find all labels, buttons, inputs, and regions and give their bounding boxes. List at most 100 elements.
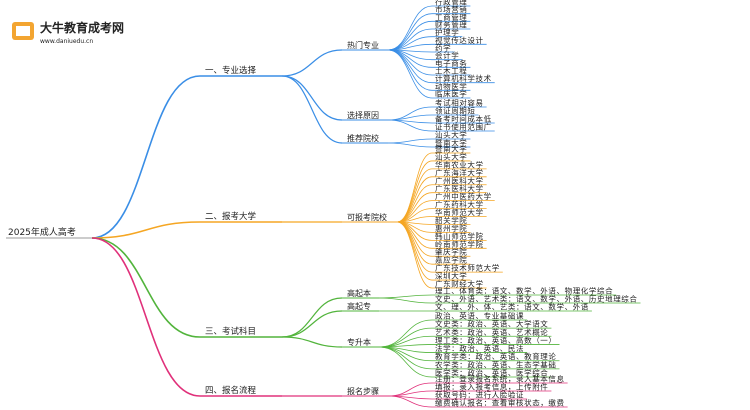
item-label: 韶关学院: [435, 215, 467, 225]
group-label: 专升本: [347, 337, 371, 347]
item-label: 证书使用范围广: [435, 122, 492, 132]
branch-label: 三、考试科目: [205, 326, 256, 337]
item-label: 临床医学: [435, 89, 467, 99]
item-label: 汕头大学: [435, 130, 467, 140]
item-connector: [396, 160, 433, 223]
item-label: 财务管理: [435, 20, 467, 30]
item-label: 肇庆学院: [435, 247, 467, 257]
item-label: 计算机科学技术: [435, 73, 492, 83]
item-connector: [378, 294, 433, 299]
item-label: 广东财经大学: [435, 279, 484, 289]
item-connector: [387, 49, 433, 68]
item-connector: [387, 138, 433, 144]
item-label: 领证周期短: [435, 106, 476, 116]
item-label: 华南师范大学: [435, 207, 484, 217]
item-label: 会计学: [435, 50, 459, 60]
branch-connector: [91, 75, 201, 239]
item-label: 工商管理: [435, 12, 467, 22]
item-connector: [387, 119, 433, 132]
item-connector: [396, 221, 433, 265]
group-label: 报名步骤: [347, 386, 379, 396]
item-label: 广东海洋大学: [435, 167, 484, 177]
item-label: 视觉传达设计: [435, 35, 484, 45]
item-label: 考试相对容易: [435, 98, 484, 108]
item-label: 药学: [435, 43, 451, 53]
group-connector: [281, 297, 343, 338]
group-connector: [281, 310, 343, 338]
group-connector: [281, 49, 343, 77]
item-label: 动物医学: [435, 81, 467, 91]
item-label: 填报：录入报考信息，上传附件: [435, 382, 548, 392]
item-label: 护理学: [435, 27, 459, 37]
branch-connector: [91, 221, 201, 239]
group-label: 热门专业: [347, 40, 379, 50]
item-label: 岭南师范学院: [435, 239, 484, 249]
item-label: 备考时间成本低: [435, 114, 492, 124]
group-connector: [281, 75, 343, 121]
item-label: 市场营销: [435, 4, 467, 14]
item-connector: [396, 221, 433, 289]
logo-url: www.daniuedu.cn: [40, 38, 93, 45]
item-label: 文、理、外、体、艺类：语文、数学、外语: [435, 302, 589, 312]
logo: 大牛教育成考网 www.daniuedu.cn: [12, 20, 124, 45]
item-label: 医学类：政治、英语、医学综合: [435, 368, 548, 378]
item-label: 政治、英语、专业基础课: [435, 311, 524, 321]
item-label: 汕头大学: [435, 151, 467, 161]
item-label: 惠州学院: [435, 223, 467, 233]
item-label: 广州医科大学: [435, 175, 484, 185]
item-connector: [387, 49, 433, 99]
logo-title: 大牛教育成考网: [40, 20, 124, 35]
item-connector: [387, 36, 433, 51]
group-connector: [281, 75, 343, 144]
item-label: 暨南大学: [435, 138, 467, 148]
branch-label: 二、报考大学: [205, 211, 257, 222]
item-label: 农学类：政治、英语、生态学基础: [435, 359, 557, 369]
group-label: 可报考院校: [347, 212, 387, 222]
group-label: 高起专: [347, 301, 371, 311]
item-label: 深圳大学: [435, 271, 467, 281]
branch-connector: [91, 237, 201, 397]
item-label: 华南农业大学: [435, 159, 484, 169]
item-connector: [378, 297, 433, 304]
item-connector: [387, 382, 433, 397]
group-connector: [281, 336, 343, 348]
item-label: 理工、体育类：语文、数学、外语、物理化学综合: [435, 286, 613, 296]
logo-icon-inner: [16, 26, 30, 36]
item-label: 土木工程: [435, 66, 467, 76]
item-label: 缴费确认报名：查看审核状态，缴费: [435, 398, 565, 408]
item-label: 文史类：政治、英语、大学语文: [435, 319, 548, 329]
branch-label: 一、专业选择: [205, 65, 257, 76]
item-label: 广州中医药大学: [435, 191, 492, 201]
item-connector: [387, 395, 433, 408]
item-label: 教育学类：政治、英语、教育理论: [435, 351, 557, 361]
item-connector: [387, 49, 433, 76]
item-connector: [387, 106, 433, 121]
item-label: 理工类：政治、英语、高数（一）: [435, 335, 557, 345]
group-label: 选择原因: [347, 110, 379, 120]
item-connector: [387, 142, 433, 148]
item-connector: [396, 168, 433, 223]
group-label: 推荐院校: [347, 133, 379, 143]
item-label: 广东药科大学: [435, 199, 484, 209]
item-label: 嘉应学院: [435, 255, 467, 265]
item-connector: [378, 346, 433, 370]
item-label: 获取号码：进行人脸验证: [435, 390, 524, 400]
item-connector: [378, 319, 433, 348]
item-connector: [387, 20, 433, 51]
item-connector: [378, 346, 433, 378]
item-label: 艺术类：政治、英语、艺术概论: [435, 327, 548, 337]
item-connector: [396, 221, 433, 249]
item-label: 广东技术师范大学: [435, 263, 500, 273]
item-label: 行政管理: [435, 0, 467, 7]
branch-connector: [91, 237, 201, 338]
item-connector: [378, 346, 433, 362]
item-label: 电子商务: [435, 58, 467, 68]
branch-label: 四、报名流程: [205, 385, 257, 396]
item-connector: [396, 192, 433, 223]
item-connector: [387, 49, 433, 91]
group-label: 高起本: [347, 288, 371, 298]
item-label: 广东医科大学: [435, 183, 484, 193]
item-label: 韩山师范学院: [435, 231, 484, 241]
item-label: 文史、外语、艺术类：语文、数学、外语、历史地理综合: [435, 294, 638, 304]
item-label: 注册：登录报名系统，录入基本信息: [435, 374, 565, 384]
